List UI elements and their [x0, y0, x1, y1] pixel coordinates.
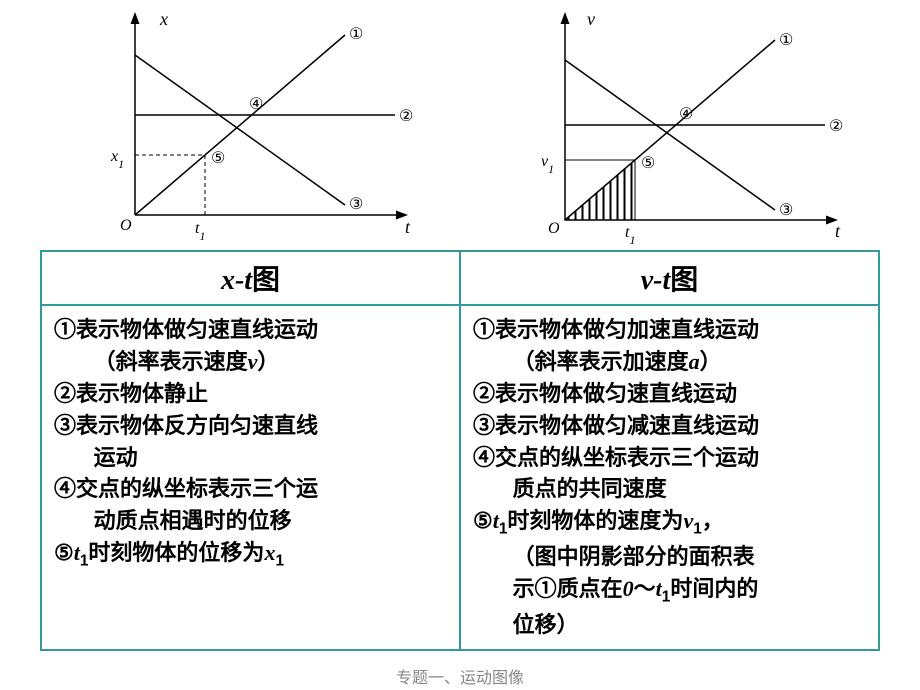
- lbl2: ②: [399, 108, 413, 125]
- xtick: t1: [195, 220, 205, 243]
- header-right: v-t图: [460, 251, 879, 305]
- lbl4v: ④: [679, 106, 693, 123]
- lbl5: ⑤: [211, 150, 225, 167]
- lbl1: ①: [349, 26, 363, 43]
- lbl3: ③: [349, 196, 363, 213]
- graph-vt-svg: v t O v1 t1 ① ② ③ ④ ⑤: [495, 5, 855, 245]
- graph-xt-svg: x t O x1 t1 ① ② ③ ④ ⑤: [65, 5, 425, 245]
- cell-right: ①表示物体做匀加速直线运动 （斜率表示加速度a） ②表示物体做匀速直线运动 ③表…: [460, 305, 879, 650]
- cell-left: ①表示物体做匀速直线运动 （斜率表示速度v） ②表示物体静止 ③表示物体反方向匀…: [41, 305, 460, 650]
- footer-text: 专题一、运动图像: [396, 664, 524, 688]
- xlabel-v: t: [835, 221, 841, 241]
- graph-xt: x t O x1 t1 ① ② ③ ④ ⑤: [65, 5, 425, 245]
- slide-container: x t O x1 t1 ① ② ③ ④ ⑤: [0, 0, 920, 690]
- ylabel-v: v: [587, 9, 595, 29]
- header-left: x-t图: [41, 251, 460, 305]
- lbl2v: ②: [829, 118, 843, 135]
- xlabel: t: [405, 217, 411, 237]
- lbl1v: ①: [779, 32, 793, 49]
- lbl5v: ⑤: [641, 155, 655, 172]
- table-header-row: x-t图 v-t图: [41, 251, 879, 305]
- graph-vt: v t O v1 t1 ① ② ③ ④ ⑤: [495, 5, 855, 245]
- ylabel: x: [159, 9, 168, 29]
- lbl4: ④: [249, 96, 263, 113]
- xtick-v: t1: [625, 224, 635, 245]
- origin-v: O: [548, 220, 560, 237]
- comparison-table: x-t图 v-t图 ①表示物体做匀速直线运动 （斜率表示速度v） ②表示物体静止…: [40, 250, 880, 651]
- ytick: x1: [110, 148, 124, 171]
- lbl3v: ③: [779, 202, 793, 219]
- table-body-row: ①表示物体做匀速直线运动 （斜率表示速度v） ②表示物体静止 ③表示物体反方向匀…: [41, 305, 879, 650]
- ytick-v: v1: [541, 153, 554, 176]
- origin-label: O: [120, 217, 132, 234]
- graphs-row: x t O x1 t1 ① ② ③ ④ ⑤: [0, 0, 920, 250]
